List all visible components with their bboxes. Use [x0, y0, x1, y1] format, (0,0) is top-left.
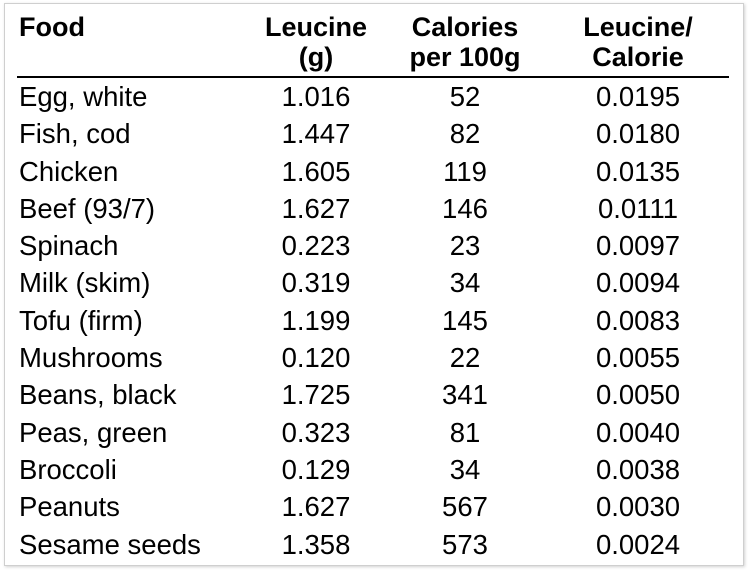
cell-calories: 23	[449, 230, 481, 262]
cell-leucine: 0.319	[281, 267, 351, 299]
header-leucine: Leucine (g)	[249, 10, 383, 78]
cell-calories: 82	[449, 118, 481, 150]
cell-leucine: 0.223	[281, 230, 351, 262]
cell-food: Beans, black	[19, 379, 177, 411]
header-food: Food	[17, 10, 249, 78]
cell-calories: 146	[442, 192, 488, 224]
table-frame: Food Leucine (g) Calories per 100g Leuci…	[4, 3, 744, 566]
table-row: Beef (93/7) 1.627 146 0.0111	[17, 190, 729, 227]
cell-leucine: 1.358	[281, 528, 351, 560]
cell-leucine: 1.725	[281, 379, 351, 411]
header-leucine-line1: Leucine	[264, 12, 368, 42]
cell-leucine: 0.129	[281, 453, 351, 485]
cell-leucine: 1.447	[281, 118, 351, 150]
cell-food: Sesame seeds	[19, 528, 201, 560]
cell-calories: 567	[442, 491, 488, 523]
cell-ratio: 0.0135	[595, 155, 681, 187]
cell-ratio: 0.0094	[595, 267, 681, 299]
table-row: Peanuts 1.627 567 0.0030	[17, 488, 729, 525]
cell-calories: 52	[449, 81, 481, 112]
table-row: Tofu (firm) 1.199 145 0.0083	[17, 302, 729, 339]
cell-ratio: 0.0195	[595, 81, 681, 112]
cell-food: Broccoli	[19, 453, 117, 485]
cell-food: Tofu (firm)	[19, 304, 143, 336]
table-row: Milk (skim) 0.319 34 0.0094	[17, 264, 729, 301]
cell-ratio: 0.0055	[595, 342, 681, 374]
header-row: Food Leucine (g) Calories per 100g Leuci…	[17, 10, 729, 78]
cell-leucine: 0.323	[281, 416, 351, 448]
cell-food: Egg, white	[19, 81, 148, 112]
cell-calories: 341	[442, 379, 488, 411]
table-header: Food Leucine (g) Calories per 100g Leuci…	[17, 10, 729, 78]
cell-ratio: 0.0040	[595, 416, 681, 448]
cell-food: Chicken	[19, 155, 119, 187]
header-calories-line2: per 100g	[409, 42, 521, 72]
cell-ratio: 0.0083	[595, 304, 681, 336]
cell-ratio: 0.0050	[595, 379, 681, 411]
table-row: Broccoli 0.129 34 0.0038	[17, 451, 729, 488]
cell-leucine: 1.605	[281, 155, 351, 187]
header-food-line1: Food	[19, 12, 85, 42]
leucine-table: Food Leucine (g) Calories per 100g Leuci…	[17, 10, 729, 563]
cell-ratio: 0.0024	[595, 528, 681, 560]
cell-food: Milk (skim)	[19, 267, 151, 299]
header-ratio-line1: Leucine/	[583, 12, 693, 42]
header-ratio-line2: Calorie	[592, 42, 684, 72]
header-ratio: Leucine/ Calorie	[547, 10, 729, 78]
header-calories: Calories per 100g	[383, 10, 547, 78]
table-row: Mushrooms 0.120 22 0.0055	[17, 339, 729, 376]
table-row: Spinach 0.223 23 0.0097	[17, 227, 729, 264]
cell-ratio: 0.0030	[595, 491, 681, 523]
cell-ratio: 0.0180	[595, 118, 681, 150]
cell-food: Fish, cod	[19, 118, 131, 150]
cell-calories: 34	[449, 453, 481, 485]
table-row: Peas, green 0.323 81 0.0040	[17, 414, 729, 451]
table-row: Chicken 1.605 119 0.0135	[17, 153, 729, 190]
cell-calories: 573	[442, 528, 488, 560]
cell-leucine: 1.016	[281, 81, 351, 112]
cell-food: Mushrooms	[19, 342, 163, 374]
table-row: Sesame seeds 1.358 573 0.0024	[17, 526, 729, 563]
cell-calories: 145	[442, 304, 488, 336]
cell-ratio: 0.0038	[595, 453, 681, 485]
cell-calories: 81	[449, 416, 481, 448]
cell-leucine: 1.627	[281, 491, 351, 523]
cell-ratio: 0.0111	[597, 192, 679, 224]
table-row: Fish, cod 1.447 82 0.0180	[17, 115, 729, 152]
cell-food: Spinach	[19, 230, 119, 262]
cell-leucine: 1.627	[281, 192, 351, 224]
table-body: Egg, white 1.016 52 0.0195 Fish, cod 1.447 82 0…	[17, 77, 729, 563]
cell-calories: 22	[449, 342, 481, 374]
cell-leucine: 0.120	[281, 342, 351, 374]
cell-calories: 119	[443, 155, 487, 187]
cell-food: Beef (93/7)	[19, 192, 156, 224]
cell-leucine: 1.199	[281, 304, 351, 336]
cell-ratio: 0.0097	[595, 230, 681, 262]
table-row: Beans, black 1.725 341 0.0050	[17, 376, 729, 413]
cell-calories: 34	[449, 267, 481, 299]
header-calories-line1: Calories	[411, 12, 519, 42]
cell-food: Peanuts	[19, 491, 120, 523]
cell-food: Peas, green	[19, 416, 168, 448]
table-row: Egg, white 1.016 52 0.0195	[17, 77, 729, 115]
header-leucine-line2: (g)	[298, 42, 334, 72]
